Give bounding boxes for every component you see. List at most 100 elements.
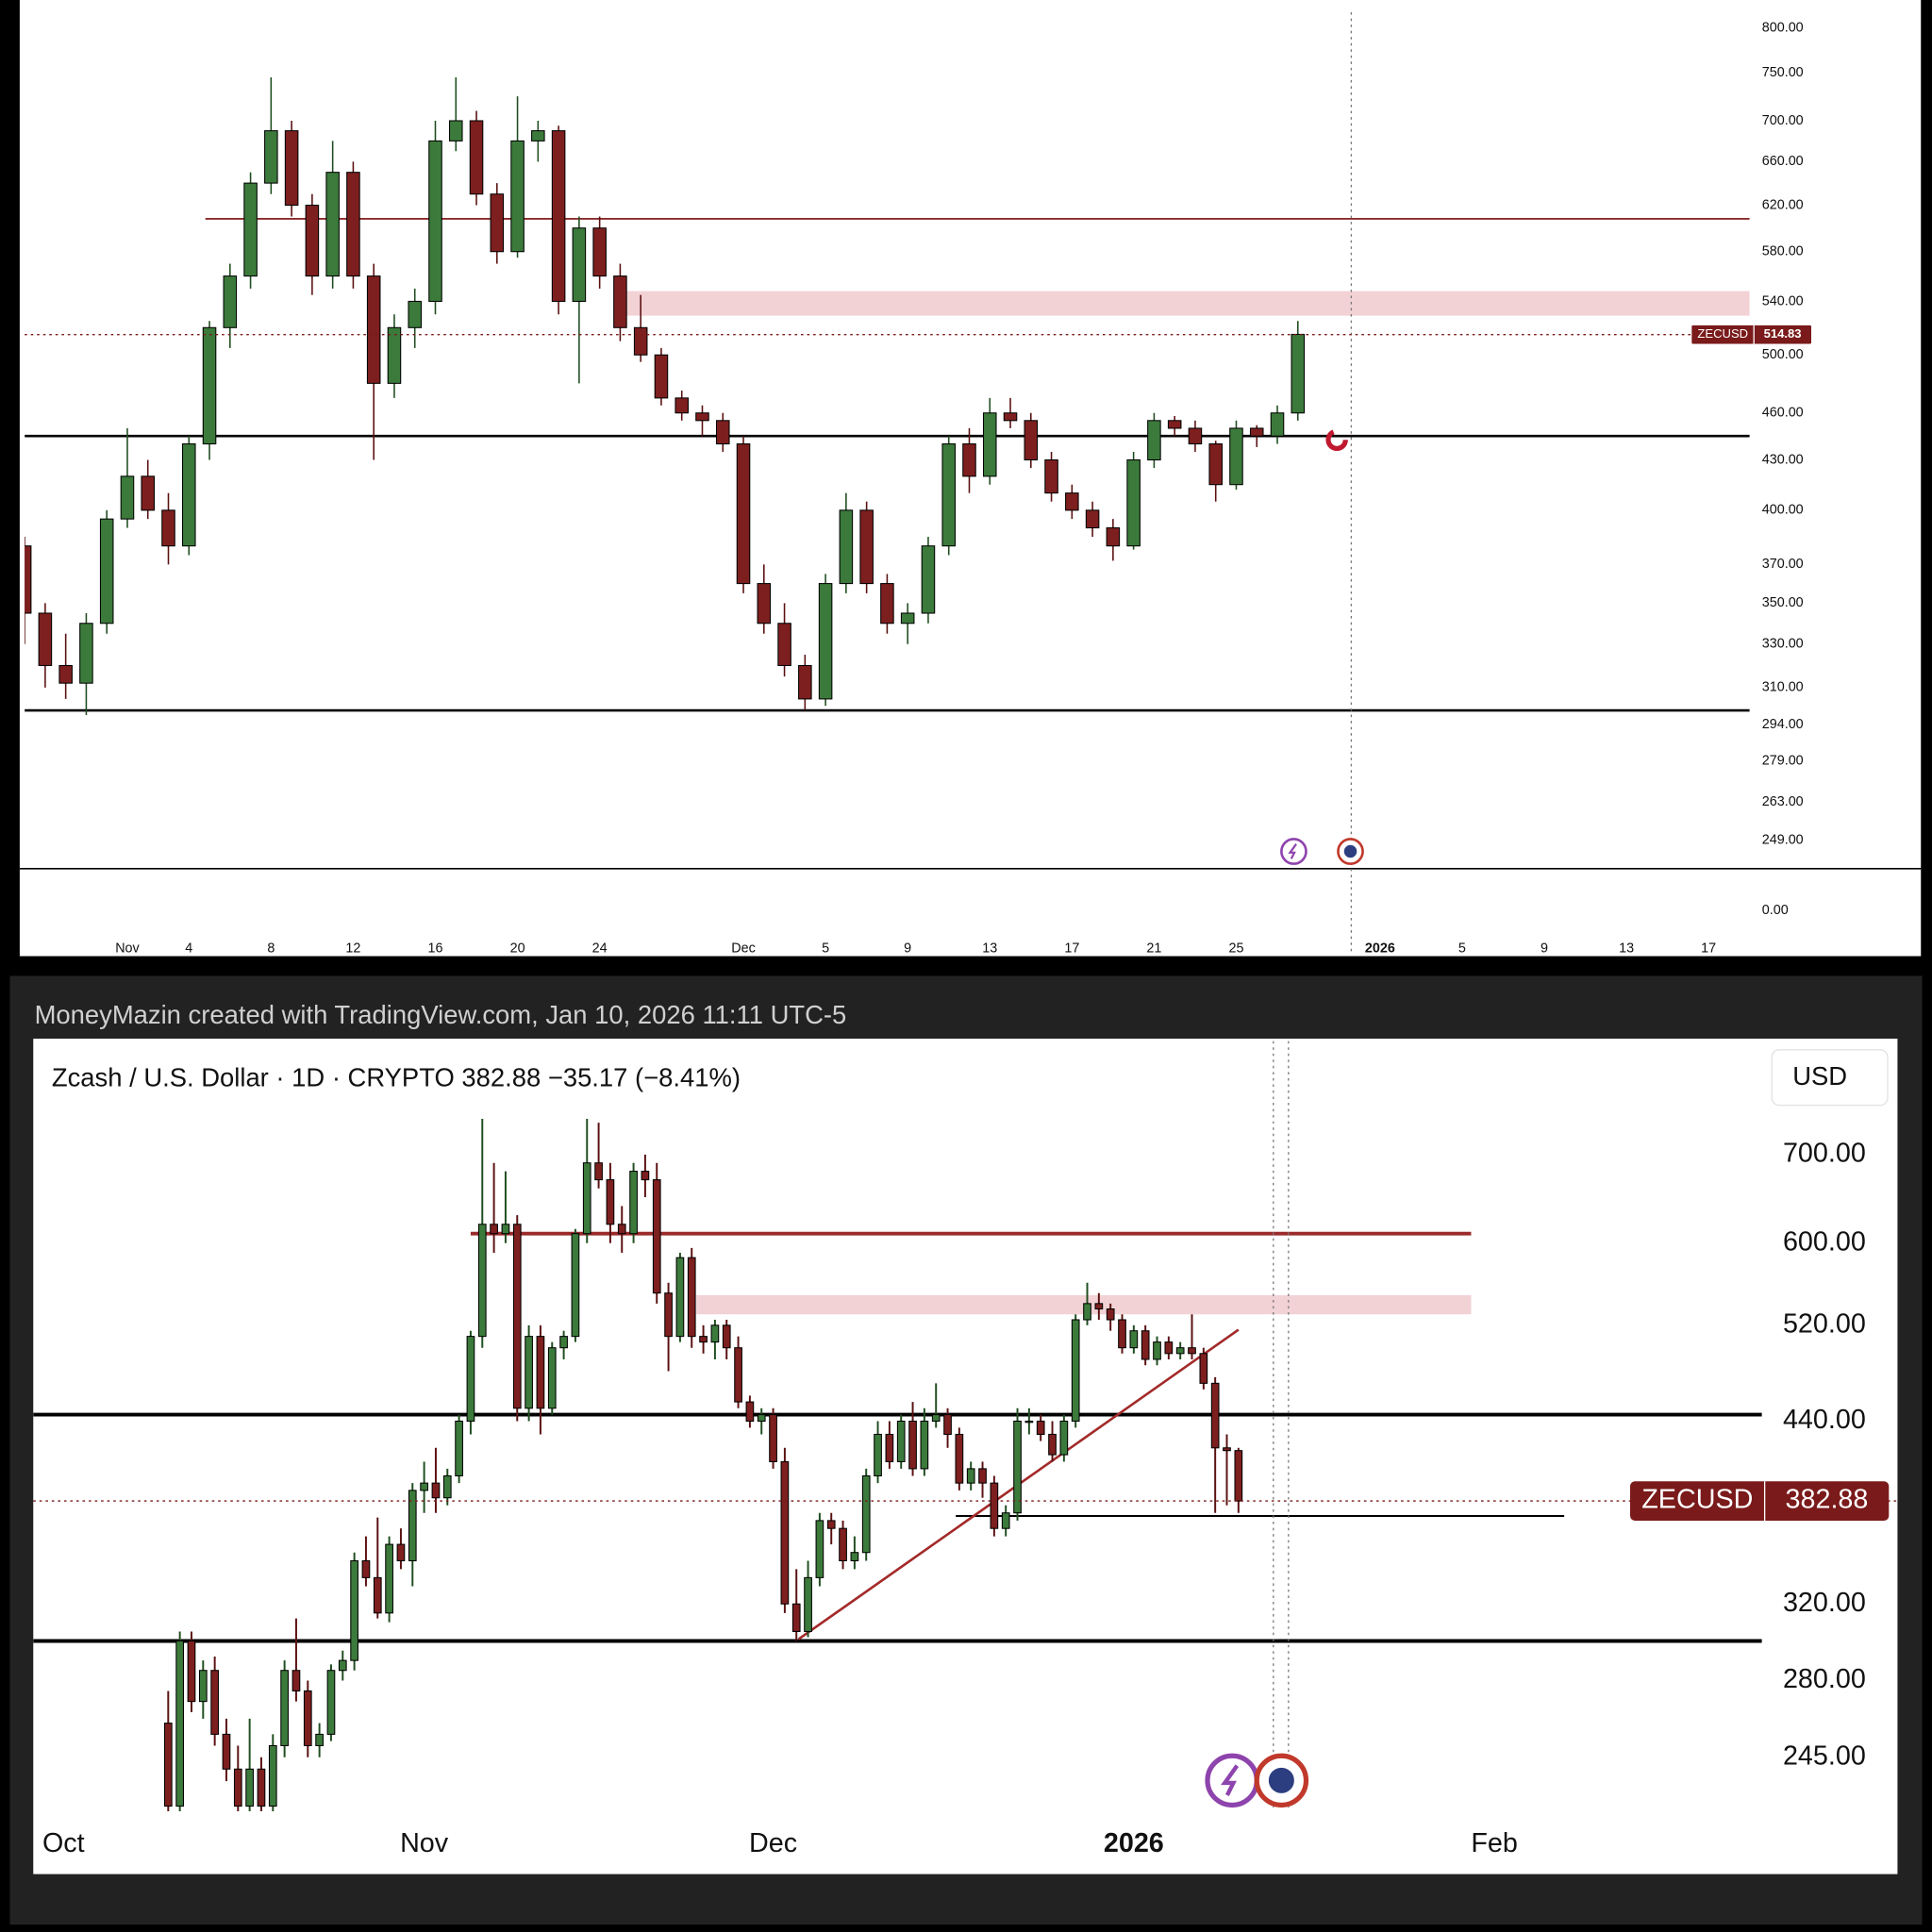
candle-body	[536, 1336, 545, 1409]
candle-body	[120, 475, 135, 520]
candle-body	[373, 1576, 382, 1614]
candle-body	[396, 1543, 406, 1561]
candle-body	[874, 1433, 882, 1476]
candle-body	[943, 1414, 952, 1435]
candle-body	[990, 1482, 999, 1529]
candle-body	[79, 623, 93, 684]
x-tick-label: 16	[428, 941, 443, 957]
candle-body	[1024, 1420, 1034, 1424]
x-tick-label: 25	[1228, 941, 1243, 957]
x-tick-label: 9	[904, 941, 911, 957]
candle-body	[699, 1336, 708, 1343]
candle-body	[885, 1433, 894, 1462]
candle-body	[303, 1690, 312, 1746]
candle-body	[1141, 1330, 1150, 1360]
candle-body	[1223, 1447, 1231, 1452]
top-panel	[19, 0, 1922, 957]
y-tick-label: 580.00	[1762, 244, 1804, 259]
candle-body	[736, 443, 751, 585]
candle-body	[572, 227, 587, 302]
candle-body	[257, 1768, 266, 1807]
candle-body	[163, 1723, 173, 1807]
candle-body	[777, 623, 791, 667]
candle-body	[839, 509, 854, 585]
candle-body	[198, 1670, 208, 1703]
candle-body	[490, 193, 505, 253]
candle-body	[223, 275, 238, 328]
y-tick-label: 280.00	[1783, 1664, 1866, 1694]
candle-body	[187, 1640, 196, 1703]
candle-body	[1164, 1341, 1174, 1355]
candle-body	[175, 1640, 184, 1807]
candle-body	[757, 583, 772, 625]
candle-body	[477, 1224, 487, 1338]
candle-body	[1036, 1420, 1045, 1435]
price-tag-symbol: ZECUSD	[1641, 1485, 1753, 1515]
x-tick-label: Dec	[731, 941, 756, 957]
candle-body	[1126, 458, 1141, 547]
y-tick-label: 263.00	[1762, 794, 1804, 809]
y-tick-label: 400.00	[1762, 503, 1804, 518]
candle-body	[1234, 1450, 1243, 1502]
candle-body	[501, 1224, 510, 1235]
candle-body	[861, 1474, 871, 1554]
currency-button[interactable]	[1771, 1049, 1889, 1107]
candle-body	[469, 120, 484, 195]
candle-body	[346, 172, 360, 277]
candle-body	[1106, 1308, 1115, 1321]
candle-body	[654, 354, 669, 399]
candle-body	[1129, 1330, 1139, 1349]
candle-body	[1199, 1353, 1208, 1384]
candle-body	[1249, 427, 1264, 437]
candle-body	[1208, 443, 1223, 486]
candle-body	[1048, 1433, 1057, 1456]
candle-body	[408, 300, 422, 328]
candle-body	[385, 1543, 393, 1614]
candle-body	[757, 1414, 766, 1422]
candle-body	[361, 1559, 371, 1578]
y-tick-label: 310.00	[1762, 680, 1804, 695]
x-tick-label: Nov	[400, 1828, 449, 1858]
y-tick-label: 430.00	[1762, 452, 1804, 467]
x-tick-label: 17	[1064, 941, 1079, 957]
candle-body	[25, 545, 32, 614]
candle-body	[641, 1171, 650, 1181]
x-tick-label: Oct	[42, 1828, 85, 1858]
y-tick-label: 500.00	[1762, 347, 1804, 362]
candle-body	[955, 1433, 964, 1484]
candle-body	[1147, 420, 1161, 461]
candle-body	[38, 612, 53, 667]
candle-body	[664, 1292, 673, 1338]
candle-body	[1001, 1512, 1010, 1529]
price-tag-symbol: ZECUSD	[1697, 326, 1748, 341]
candle-body	[613, 275, 627, 328]
candle-body	[233, 1768, 242, 1807]
candle-body	[880, 583, 894, 625]
candle-body	[941, 443, 956, 547]
candle-body	[931, 1414, 941, 1422]
y-zero-label: 0.00	[1762, 903, 1789, 918]
candle-body	[1167, 420, 1182, 429]
candle-body	[920, 1420, 929, 1470]
price-tag-value: 514.83	[1764, 326, 1802, 341]
candle-body	[900, 612, 915, 625]
candle-body	[695, 412, 709, 422]
candle-body	[280, 1670, 289, 1746]
x-tick-label: 12	[345, 941, 360, 957]
x-tick-label: 2026	[1365, 941, 1395, 957]
candle-body	[1188, 427, 1203, 445]
candle-body	[1291, 333, 1306, 414]
candle-body	[210, 1670, 219, 1735]
chart-title: Zcash / U.S. Dollar · 1D · CRYPTO 382.88…	[52, 1062, 741, 1091]
candle-body	[629, 1171, 638, 1235]
x-tick-label: 4	[185, 941, 192, 957]
candle-body	[387, 326, 402, 384]
currency-label[interactable]: USD	[1792, 1061, 1847, 1091]
event-lightning-bolt	[1221, 1764, 1240, 1796]
candle-body	[490, 1224, 498, 1235]
candle-body	[592, 227, 607, 277]
x-tick-label: 24	[592, 941, 608, 957]
candle-body	[243, 182, 258, 277]
candle-body	[966, 1468, 975, 1484]
